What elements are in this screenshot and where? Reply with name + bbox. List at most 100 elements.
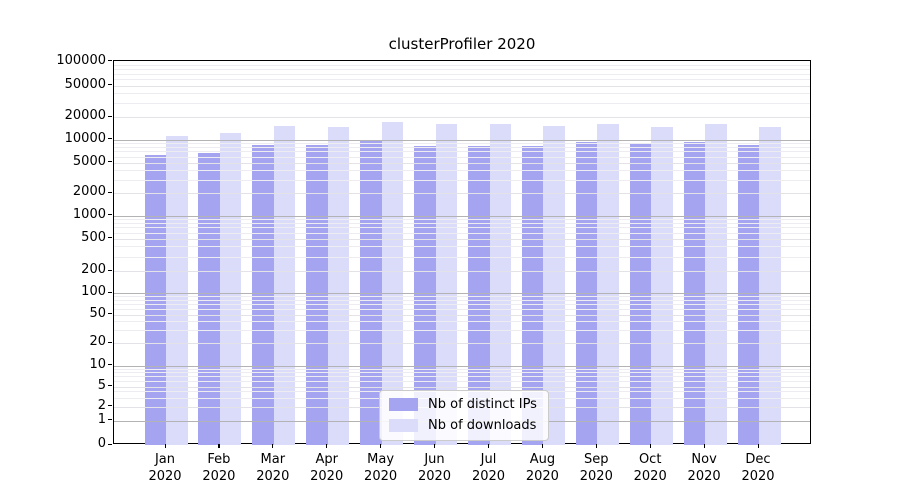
y-tick-label: 20 bbox=[89, 334, 106, 349]
gridline bbox=[114, 162, 810, 164]
y-tick-label: 1000 bbox=[72, 206, 106, 222]
gridline bbox=[114, 156, 810, 158]
y-tick-label: 0 bbox=[97, 436, 106, 451]
plot-area bbox=[113, 60, 811, 445]
gridline bbox=[114, 79, 810, 81]
y-tick-label: 100000 bbox=[56, 52, 106, 68]
gridline bbox=[114, 169, 810, 171]
y-tick-label: 500 bbox=[81, 229, 106, 245]
x-tick-label: Jul 2020 bbox=[457, 451, 521, 485]
legend-item-downloads: Nb of downloads bbox=[389, 418, 537, 433]
legend-swatch-downloads bbox=[389, 419, 418, 432]
x-tick-month: Dec bbox=[745, 452, 771, 467]
y-tick-mark bbox=[108, 269, 112, 271]
gridline bbox=[114, 65, 810, 67]
gridline bbox=[114, 222, 810, 224]
x-tick-mark bbox=[272, 444, 274, 448]
y-tick-mark bbox=[108, 115, 112, 117]
gridline bbox=[114, 179, 810, 181]
gridline bbox=[114, 93, 810, 95]
x-tick-mark bbox=[218, 444, 220, 448]
bar-downloads-feb bbox=[219, 132, 242, 445]
bar-downloads-jun bbox=[435, 124, 457, 445]
x-tick-year: 2020 bbox=[471, 469, 506, 484]
gridline bbox=[114, 376, 810, 378]
y-tick-mark bbox=[108, 341, 112, 343]
x-tick-year: 2020 bbox=[741, 469, 775, 484]
gridline bbox=[114, 308, 810, 310]
gridline bbox=[114, 256, 810, 258]
x-tick-year: 2020 bbox=[579, 469, 613, 484]
gridline bbox=[114, 365, 810, 367]
y-tick-label: 1 bbox=[97, 411, 106, 427]
x-tick-label: May 2020 bbox=[349, 451, 413, 485]
bar-downloads-mar bbox=[273, 125, 296, 445]
x-tick-month: Oct bbox=[638, 452, 662, 467]
gridline bbox=[114, 143, 810, 144]
x-tick-year: 2020 bbox=[687, 469, 721, 484]
y-tick-mark bbox=[108, 237, 112, 239]
y-tick-mark bbox=[108, 161, 112, 163]
x-tick-month: May bbox=[367, 452, 395, 467]
x-tick-month: Feb bbox=[207, 452, 231, 467]
y-tick-mark bbox=[108, 191, 112, 193]
bar-downloads-nov bbox=[705, 123, 727, 445]
bar-downloads-dec bbox=[759, 126, 781, 445]
gridline bbox=[114, 314, 810, 316]
x-tick-month: Jun bbox=[424, 452, 445, 467]
x-tick-year: 2020 bbox=[525, 469, 559, 484]
gridline bbox=[114, 330, 810, 332]
x-tick-month: Nov bbox=[691, 452, 717, 467]
y-tick-label: 5000 bbox=[72, 153, 106, 169]
bar-downloads-oct bbox=[651, 126, 673, 445]
gridline bbox=[114, 386, 810, 388]
x-tick-label: Jan 2020 bbox=[133, 451, 197, 485]
legend-swatch-distinct-ips bbox=[389, 398, 418, 411]
bar-downloads-may bbox=[381, 121, 404, 445]
x-tick-month: Sep bbox=[584, 452, 609, 467]
gridline bbox=[114, 368, 810, 370]
y-tick-mark bbox=[108, 385, 112, 387]
gridline bbox=[114, 219, 810, 220]
gridline bbox=[114, 381, 810, 382]
bar-distinct-ips-jul bbox=[468, 146, 490, 445]
y-tick-mark bbox=[108, 60, 112, 62]
x-tick-year: 2020 bbox=[633, 469, 667, 484]
gridline bbox=[114, 146, 810, 148]
gridline bbox=[114, 193, 810, 194]
gridline bbox=[114, 372, 810, 374]
y-tick-label: 10 bbox=[89, 356, 106, 372]
x-tick-mark bbox=[649, 444, 651, 448]
y-tick-label: 5 bbox=[97, 377, 106, 393]
gridline bbox=[114, 227, 810, 229]
gridlines-layer bbox=[114, 61, 810, 443]
x-tick-mark bbox=[434, 444, 436, 448]
bar-downloads-aug bbox=[543, 125, 565, 445]
y-tick-mark bbox=[108, 313, 112, 315]
bar-downloads-jul bbox=[489, 123, 511, 445]
x-tick-month: Jul bbox=[480, 452, 497, 467]
x-tick-label: Sep 2020 bbox=[564, 451, 628, 485]
gridline bbox=[114, 246, 810, 248]
bar-distinct-ips-apr bbox=[306, 145, 328, 445]
x-tick-mark bbox=[757, 444, 759, 448]
y-tick-label: 200 bbox=[81, 262, 106, 277]
y-tick-mark bbox=[108, 214, 112, 216]
x-tick-year: 2020 bbox=[256, 469, 290, 484]
y-tick-label: 2 bbox=[97, 397, 106, 413]
x-tick-mark bbox=[380, 444, 382, 448]
gridline bbox=[114, 238, 810, 240]
gridline bbox=[114, 73, 810, 75]
x-tick-label: Dec 2020 bbox=[726, 451, 790, 485]
bar-distinct-ips-aug bbox=[521, 145, 544, 445]
y-tick-label: 2000 bbox=[72, 184, 106, 199]
bar-distinct-ips-mar bbox=[252, 145, 274, 445]
gridline bbox=[114, 232, 810, 234]
legend-item-distinct-ips: Nb of distinct IPs bbox=[389, 397, 537, 412]
x-tick-mark bbox=[541, 444, 544, 448]
x-tick-year: 2020 bbox=[202, 469, 236, 484]
gridline bbox=[114, 117, 810, 118]
y-tick-mark bbox=[108, 364, 112, 366]
legend: Nb of distinct IPs Nb of downloads bbox=[379, 390, 549, 441]
